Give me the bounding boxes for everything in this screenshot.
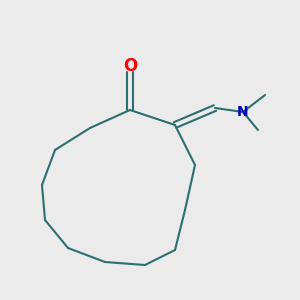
Text: O: O bbox=[123, 57, 137, 75]
Text: N: N bbox=[237, 105, 249, 119]
